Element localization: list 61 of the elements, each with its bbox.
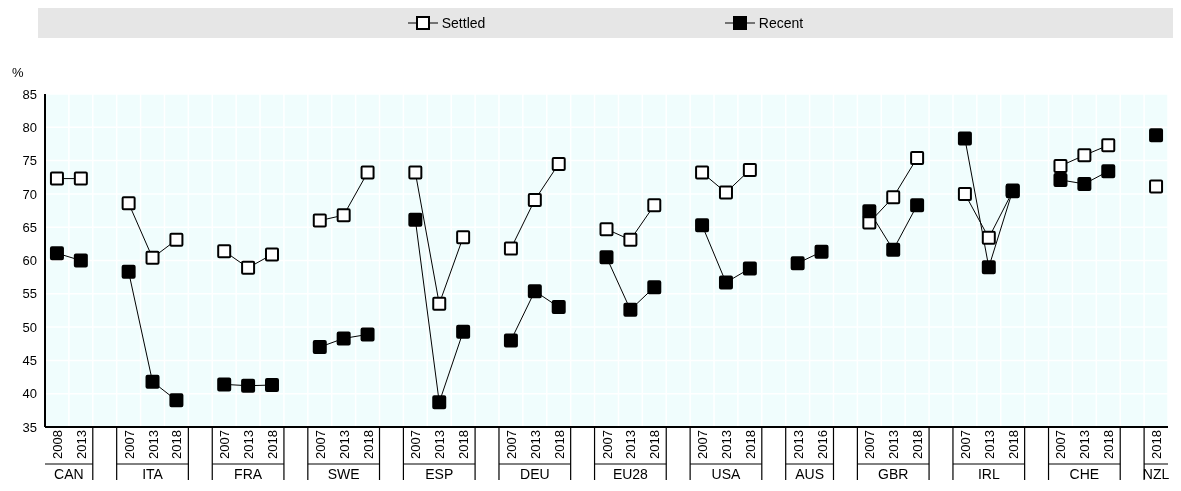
y-tick-label: 40 — [22, 386, 37, 402]
y-tick-label: 60 — [22, 253, 37, 269]
text: GBR — [878, 466, 909, 482]
x-tick-label: 2013 — [1077, 430, 1093, 459]
x-tick-label: 2007 — [121, 430, 137, 459]
x-tick-label: 2013 — [886, 430, 902, 459]
x-tick-label: 2018 — [910, 430, 926, 459]
x-tick-label: 2007 — [503, 430, 519, 459]
x-tick-label: 2013 — [718, 430, 734, 459]
x-tick-label: 2007 — [957, 430, 973, 459]
x-tick-label: 2013 — [623, 430, 639, 459]
y-tick-label: 45 — [22, 353, 37, 369]
x-tick-label: 2018 — [1149, 430, 1165, 459]
x-tick-label: 2007 — [217, 430, 233, 459]
y-tick-label: 50 — [22, 319, 37, 335]
text: IRL — [977, 466, 1000, 482]
x-tick-label: 2013 — [336, 430, 352, 459]
y-tick-label: 85 — [22, 86, 37, 102]
text: CHE — [1069, 466, 1100, 482]
y-axis-title: % — [12, 65, 24, 80]
x-tick-label: 2018 — [169, 430, 185, 459]
x-tick-label: 2018 — [1101, 430, 1117, 459]
x-tick-label: 2008 — [49, 430, 65, 459]
x-tick-label: 2013 — [981, 430, 997, 459]
text: SWE — [327, 466, 360, 482]
x-tick-label: 2018 — [264, 430, 280, 459]
x-tick-label: 2007 — [1053, 430, 1069, 459]
x-tick-label: 2007 — [862, 430, 878, 459]
y-tick-label: 55 — [22, 286, 37, 302]
legend-label: Settled — [441, 15, 486, 31]
y-tick-label: 80 — [22, 119, 37, 135]
x-tick-label: 2018 — [1005, 430, 1021, 459]
legend-label: Recent — [758, 15, 804, 31]
x-tick-label: 2016 — [814, 430, 830, 459]
x-tick-label: 2007 — [599, 430, 615, 459]
text: FRA — [234, 466, 263, 482]
x-tick-label: 2013 — [73, 430, 89, 459]
text: AUS — [795, 466, 824, 482]
y-tick-label: 65 — [22, 219, 37, 235]
x-tick-label: 2013 — [145, 430, 161, 459]
y-tick-label: 35 — [22, 419, 37, 435]
x-tick-label: 2018 — [456, 430, 472, 459]
x-tick-label: 2018 — [647, 430, 663, 459]
text: ITA — [142, 466, 164, 482]
x-tick-label: 2018 — [742, 430, 758, 459]
text: USA — [711, 466, 742, 482]
x-tick-label: 2013 — [790, 430, 806, 459]
y-tick-label: 70 — [22, 186, 37, 202]
text: CAN — [54, 466, 84, 482]
x-tick-label: 2018 — [360, 430, 376, 459]
text: DEU — [520, 466, 550, 482]
x-tick-label: 2018 — [551, 430, 567, 459]
text: ESP — [425, 466, 454, 482]
y-tick-label: 75 — [22, 153, 37, 169]
x-tick-label: 2007 — [695, 430, 711, 459]
text: EU28 — [612, 466, 649, 482]
x-tick-label: 2013 — [432, 430, 448, 459]
x-tick-label: 2013 — [527, 430, 543, 459]
x-tick-label: 2007 — [408, 430, 424, 459]
x-tick-label: 2007 — [312, 430, 328, 459]
x-tick-label: 2013 — [241, 430, 257, 459]
